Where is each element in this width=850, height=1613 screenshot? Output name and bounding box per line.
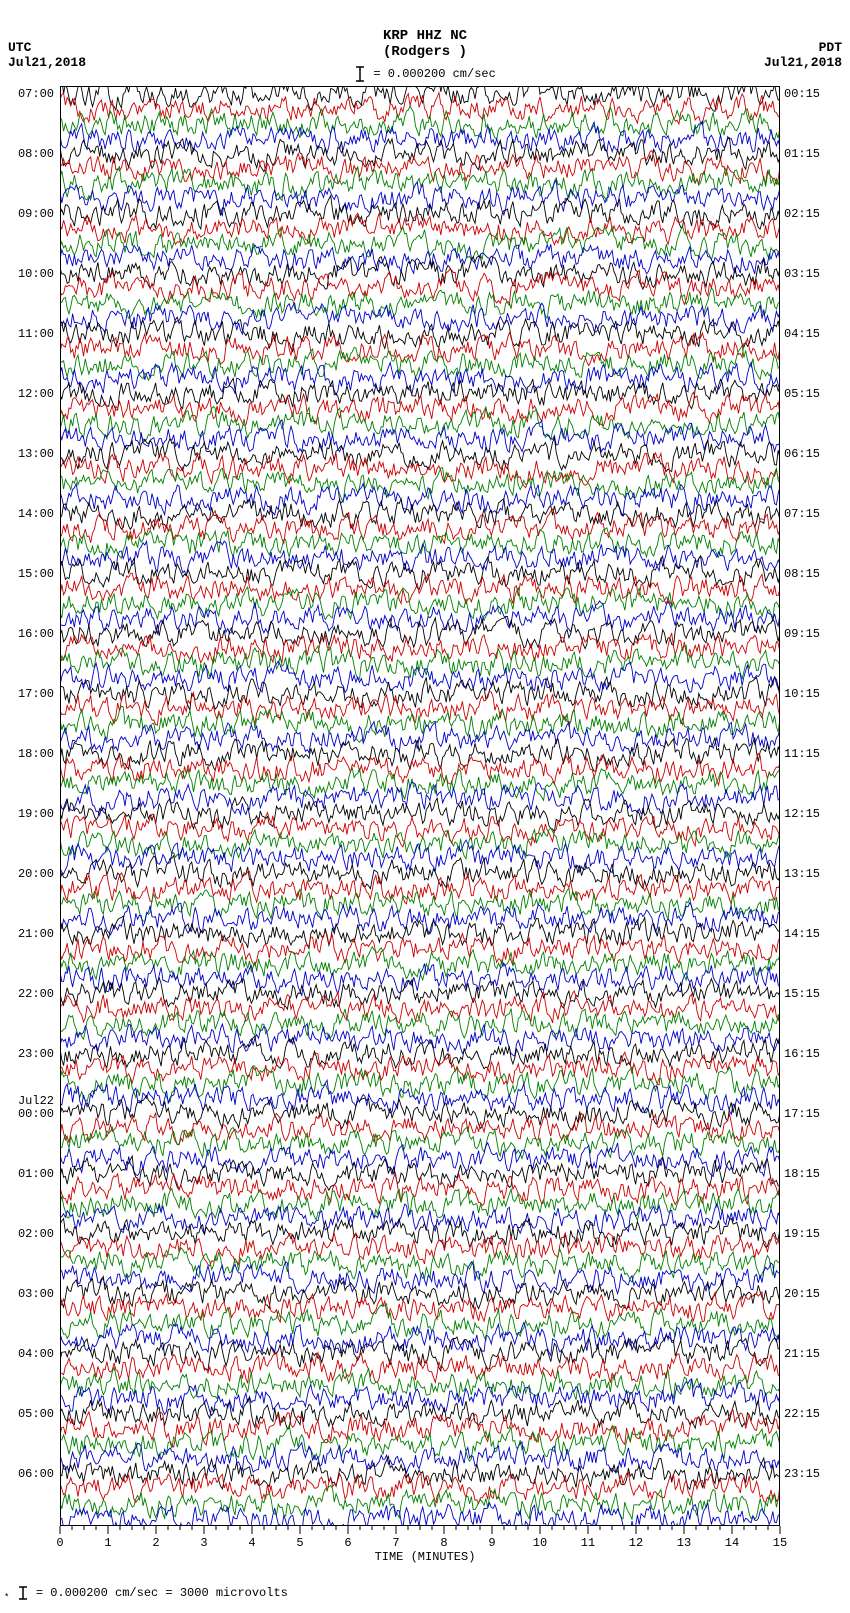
utc-time-label: 11:00 (0, 327, 54, 341)
seismic-trace (60, 1503, 780, 1526)
seismic-trace (60, 768, 780, 800)
seismic-trace (60, 484, 780, 516)
seismic-trace (60, 180, 780, 215)
seismic-trace (60, 1204, 780, 1234)
seismic-trace (60, 856, 780, 889)
seismic-trace (60, 1024, 780, 1057)
utc-time-label: 03:00 (0, 1287, 54, 1301)
pdt-time-label: 02:15 (784, 207, 820, 221)
footer-text: = 0.000200 cm/sec = 3000 microvolts (36, 1586, 288, 1600)
pdt-time-label: 09:15 (784, 627, 820, 641)
seismic-trace (60, 227, 780, 260)
pdt-time-label: 14:15 (784, 927, 820, 941)
footer-scale: * = 0.000200 cm/sec = 3000 microvolts (4, 1586, 288, 1603)
seismic-trace (60, 406, 780, 441)
seismic-trace (60, 1292, 780, 1322)
utc-time-label: 10:00 (0, 267, 54, 281)
pdt-time-label: 01:15 (784, 147, 820, 161)
utc-date-break: Jul22 (0, 1094, 54, 1108)
seismic-trace (60, 1262, 780, 1294)
seismic-trace (60, 288, 780, 318)
footer-marker: * (4, 1593, 9, 1603)
pdt-time-label: 13:15 (784, 867, 820, 881)
pdt-time-label: 03:15 (784, 267, 820, 281)
pdt-time-label: 15:15 (784, 987, 820, 1001)
seismic-trace (60, 556, 780, 590)
seismic-trace (60, 1174, 780, 1206)
seismic-trace (60, 1218, 780, 1248)
header-right-tz: PDT (819, 40, 842, 55)
utc-time-label: 14:00 (0, 507, 54, 521)
pdt-time-label: 21:15 (784, 1347, 820, 1361)
pdt-time-label: 20:15 (784, 1287, 820, 1301)
pdt-time-label: 10:15 (784, 687, 820, 701)
utc-time-label: 06:00 (0, 1467, 54, 1481)
utc-time-label: 08:00 (0, 147, 54, 161)
utc-time-label: 05:00 (0, 1407, 54, 1421)
utc-time-label: 21:00 (0, 927, 54, 941)
scale-indicator: = 0.000200 cm/sec (0, 66, 850, 82)
seismic-trace (60, 509, 780, 543)
pdt-time-label: 06:15 (784, 447, 820, 461)
seismic-trace (60, 541, 780, 575)
pdt-time-label: 00:15 (784, 87, 820, 101)
seismic-trace (60, 1486, 780, 1520)
pdt-time-label: 17:15 (784, 1107, 820, 1121)
x-axis-ticks (59, 1526, 781, 1540)
pdt-time-label: 16:15 (784, 1047, 820, 1061)
seismic-trace (60, 392, 780, 426)
utc-time-label: 07:00 (0, 87, 54, 101)
pdt-time-label: 18:15 (784, 1167, 820, 1181)
pdt-time-label: 19:15 (784, 1227, 820, 1241)
utc-time-label: 22:00 (0, 987, 54, 1001)
utc-time-label: 09:00 (0, 207, 54, 221)
utc-time-label: 04:00 (0, 1347, 54, 1361)
station-title-2: (Rodgers ) (0, 44, 850, 60)
seismic-trace (60, 86, 780, 111)
seismic-trace (60, 121, 780, 153)
pdt-time-label: 08:15 (784, 567, 820, 581)
seismic-trace (60, 1233, 780, 1266)
utc-time-label: 23:00 (0, 1047, 54, 1061)
seismic-trace (60, 1410, 780, 1447)
utc-time-label: 12:00 (0, 387, 54, 401)
seismic-trace (60, 167, 780, 201)
seismic-trace (60, 1127, 780, 1159)
seismic-trace (60, 978, 780, 1009)
utc-time-label: 00:00 (0, 1107, 54, 1121)
utc-time-label: 01:00 (0, 1167, 54, 1181)
seismic-trace (60, 903, 780, 935)
seismic-trace (60, 378, 780, 410)
seismic-trace (60, 1352, 780, 1383)
utc-time-label: 16:00 (0, 627, 54, 641)
x-axis-title: TIME (MINUTES) (0, 1550, 850, 1564)
pdt-time-label: 22:15 (784, 1407, 820, 1421)
pdt-time-label: 05:15 (784, 387, 820, 401)
seismogram-plot (60, 86, 780, 1526)
pdt-time-label: 07:15 (784, 507, 820, 521)
utc-time-label: 13:00 (0, 447, 54, 461)
header-left-tz: UTC (8, 40, 31, 55)
seismic-trace (60, 468, 780, 502)
seismic-trace (60, 1456, 780, 1489)
utc-time-label: 19:00 (0, 807, 54, 821)
utc-time-label: 18:00 (0, 747, 54, 761)
seismic-trace (60, 1066, 780, 1102)
pdt-time-label: 11:15 (784, 747, 820, 761)
station-title-1: KRP HHZ NC (0, 28, 850, 44)
utc-time-label: 17:00 (0, 687, 54, 701)
utc-time-label: 15:00 (0, 567, 54, 581)
utc-time-label: 20:00 (0, 867, 54, 881)
utc-time-label: 02:00 (0, 1227, 54, 1241)
pdt-time-label: 12:15 (784, 807, 820, 821)
seismic-trace (60, 303, 780, 334)
seismic-trace (60, 1052, 780, 1085)
pdt-time-label: 23:15 (784, 1467, 820, 1481)
scale-text: = 0.000200 cm/sec (373, 67, 495, 81)
pdt-time-label: 04:15 (784, 327, 820, 341)
seismic-trace (60, 528, 780, 559)
